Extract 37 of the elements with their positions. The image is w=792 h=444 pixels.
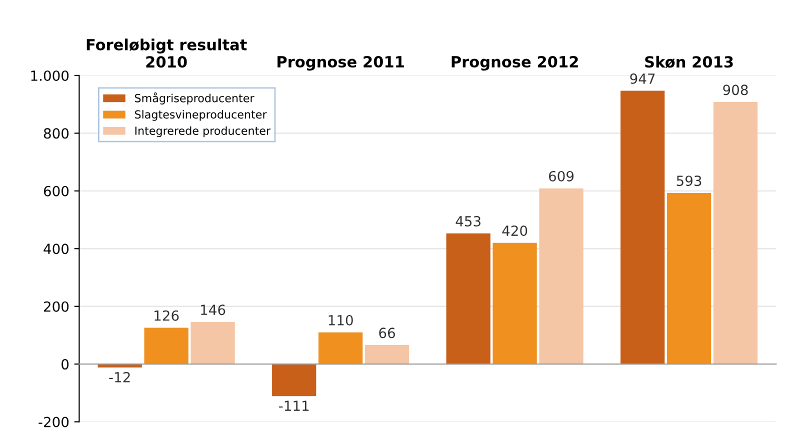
data-label: 146 <box>201 304 226 316</box>
data-label: -111 <box>279 400 309 411</box>
y-tick-label: 200 <box>44 301 69 312</box>
bar <box>318 332 363 364</box>
bar <box>364 345 410 364</box>
x-tick-label: Foreløbigt resultat 2010 <box>86 38 247 68</box>
y-tick-label: 800 <box>44 128 69 139</box>
y-tick-label: 0 <box>62 359 69 370</box>
data-label: 593 <box>676 176 702 186</box>
bar <box>713 102 758 364</box>
data-label: 453 <box>456 216 480 226</box>
bar <box>144 328 188 364</box>
legend-label: Smågriseproducenter <box>134 92 254 104</box>
y-tick-label: -200 <box>38 416 69 428</box>
data-label: 126 <box>154 310 179 321</box>
bar <box>539 188 584 364</box>
y-tick-label: 1.000 <box>31 70 69 81</box>
bar <box>492 242 537 364</box>
y-tick-label: 400 <box>44 244 69 254</box>
data-label: 420 <box>502 226 528 236</box>
bar <box>620 90 665 364</box>
bar <box>272 364 316 396</box>
y-tick-label: 600 <box>44 186 69 196</box>
data-label: 908 <box>723 84 748 96</box>
legend-label: Integrerede producenter <box>135 126 271 138</box>
data-label: 110 <box>328 314 353 326</box>
x-tick-label: Prognose 2012 <box>452 56 578 71</box>
legend-label: Slagtesvineproducenter <box>134 110 267 121</box>
bar <box>190 322 235 364</box>
data-label: 66 <box>379 328 395 338</box>
data-label: 947 <box>630 73 655 84</box>
x-tick-label: Skøn 2013 <box>645 56 733 68</box>
bar <box>446 233 490 364</box>
data-label: -12 <box>109 372 130 382</box>
x-tick-label: Prognose 2011 <box>278 56 404 71</box>
data-label: 609 <box>548 170 574 182</box>
bar <box>666 192 712 364</box>
